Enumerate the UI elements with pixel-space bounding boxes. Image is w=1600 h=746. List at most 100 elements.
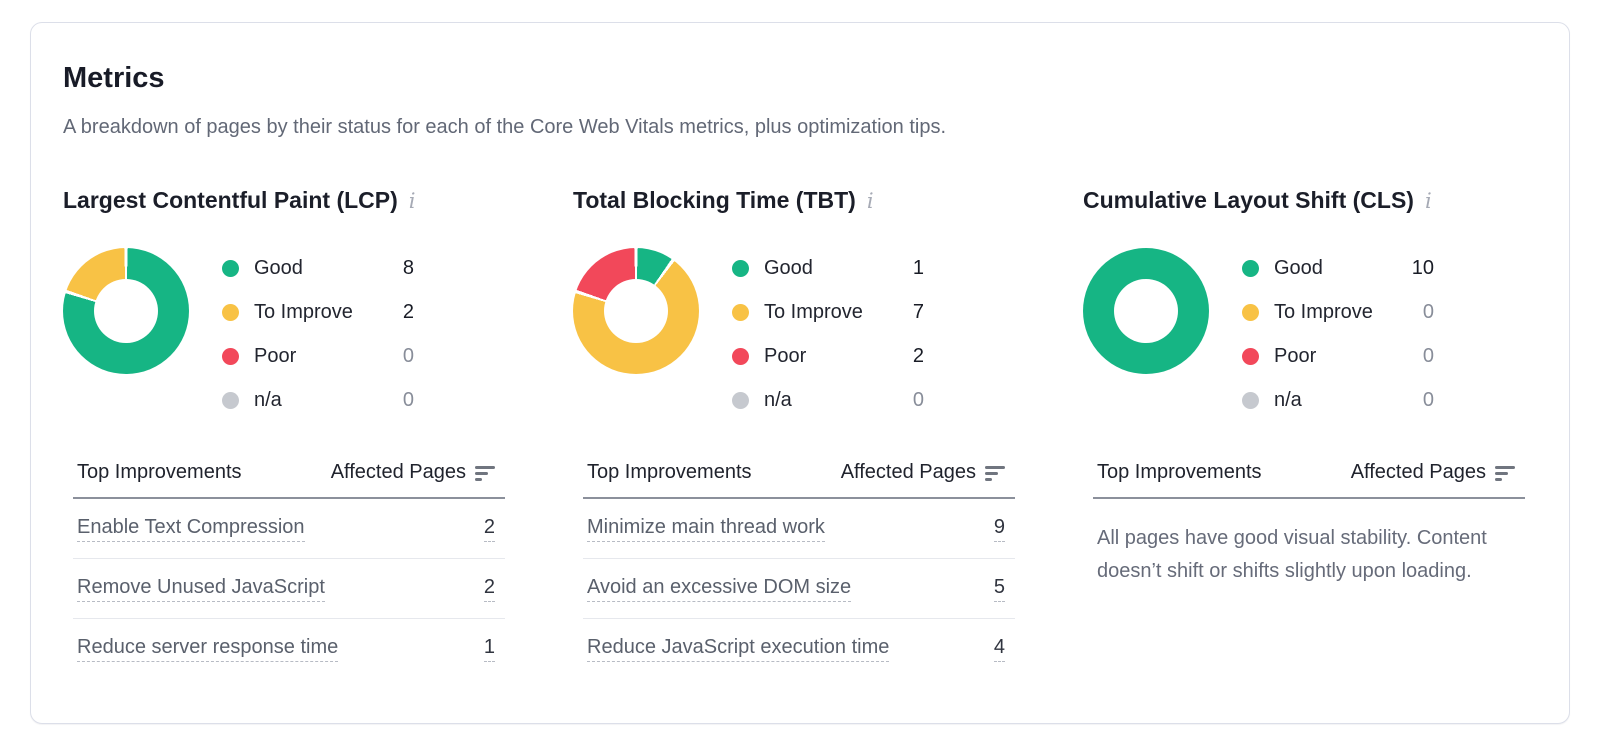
- legend-label: To Improve: [1274, 300, 1373, 323]
- legend-row: To Improve 2: [222, 290, 414, 334]
- legend-row: n/a 0: [222, 378, 414, 422]
- metric-title-lcp: Largest Contentful Paint (LCP): [63, 187, 398, 213]
- chart-row: Good 1 To Improve 7 Poor 2: [573, 246, 1027, 422]
- legend-row: Good 10: [1242, 246, 1434, 290]
- metrics-grid: Largest Contentful Paint (LCP) i Good 8 …: [63, 186, 1537, 679]
- affected-pages-count[interactable]: 1: [483, 636, 495, 662]
- donut-hole: [94, 279, 158, 343]
- lcp-donut-chart: [63, 248, 189, 374]
- improvements-table-cls: Top Improvements Affected Pages All page…: [1093, 455, 1525, 588]
- sort-icon[interactable]: [985, 465, 1005, 481]
- legend-value: 0: [402, 344, 414, 367]
- column-header-improvements: Top Improvements: [587, 461, 752, 483]
- legend-row: n/a 0: [1242, 378, 1434, 422]
- metric-column-tbt: Total Blocking Time (TBT) i Good 1 To Im…: [573, 186, 1027, 679]
- affected-pages-count[interactable]: 2: [483, 576, 495, 602]
- legend-value: 0: [912, 388, 924, 411]
- legend-value: 0: [1422, 300, 1434, 323]
- legend-label: Poor: [254, 344, 297, 367]
- improvements-table-tbt: Top Improvements Affected Pages Minimize…: [583, 455, 1015, 679]
- improvement-link[interactable]: Minimize main thread work: [587, 516, 825, 542]
- legend-value: 0: [1422, 344, 1434, 367]
- metrics-card: Metrics A breakdown of pages by their st…: [30, 22, 1570, 724]
- column-header-affected-pages[interactable]: Affected Pages: [331, 461, 495, 484]
- sort-icon[interactable]: [1495, 465, 1515, 481]
- column-header-affected-pages[interactable]: Affected Pages: [841, 461, 1005, 484]
- chart-row: Good 8 To Improve 2 Poor 0: [63, 246, 517, 422]
- legend-row: Good 1: [732, 246, 924, 290]
- legend-value: 8: [402, 256, 414, 279]
- info-icon[interactable]: i: [1424, 188, 1432, 213]
- metric-title-row: Largest Contentful Paint (LCP) i: [63, 186, 517, 214]
- legend-dot-good: [222, 259, 239, 277]
- legend-dot-to-improve: [1242, 303, 1259, 321]
- table-row: Enable Text Compression 2: [73, 499, 505, 559]
- table-row: Minimize main thread work 9: [583, 499, 1015, 559]
- legend-dot-na: [732, 391, 749, 409]
- improvement-link[interactable]: Remove Unused JavaScript: [77, 576, 325, 602]
- donut-hole: [604, 279, 668, 343]
- affected-pages-count[interactable]: 5: [993, 576, 1005, 602]
- metric-column-cls: Cumulative Layout Shift (CLS) i Good 10 …: [1083, 186, 1537, 679]
- legend-label: To Improve: [254, 300, 353, 323]
- legend-value: 0: [402, 388, 414, 411]
- legend-label: Good: [1274, 256, 1323, 279]
- info-icon[interactable]: i: [866, 188, 874, 213]
- legend-dot-good: [1242, 259, 1259, 277]
- metric-column-lcp: Largest Contentful Paint (LCP) i Good 8 …: [63, 186, 517, 679]
- legend-dot-to-improve: [732, 303, 749, 321]
- improvement-link[interactable]: Avoid an excessive DOM size: [587, 576, 852, 602]
- chart-legend: Good 10 To Improve 0 Poor 0: [1242, 246, 1434, 422]
- metric-title-row: Total Blocking Time (TBT) i: [573, 186, 1027, 214]
- legend-value: 2: [912, 344, 924, 367]
- improvements-table-lcp: Top Improvements Affected Pages Enable T…: [73, 455, 505, 679]
- legend-row: Poor 0: [222, 334, 414, 378]
- table-header: Top Improvements Affected Pages: [583, 455, 1015, 499]
- legend-value: 0: [1422, 388, 1434, 411]
- legend-row: Poor 0: [1242, 334, 1434, 378]
- improvement-link[interactable]: Reduce JavaScript execution time: [587, 636, 890, 662]
- legend-label: n/a: [1274, 388, 1302, 411]
- cls-empty-message: All pages have good visual stability. Co…: [1097, 527, 1487, 582]
- table-header: Top Improvements Affected Pages: [73, 455, 505, 499]
- affected-pages-count[interactable]: 4: [993, 636, 1005, 662]
- tbt-donut-chart: [573, 248, 699, 374]
- chart-legend: Good 8 To Improve 2 Poor 0: [222, 246, 414, 422]
- legend-row: To Improve 7: [732, 290, 924, 334]
- legend-value: 10: [1411, 256, 1434, 279]
- metric-title-cls: Cumulative Layout Shift (CLS): [1083, 187, 1414, 213]
- chart-row: Good 10 To Improve 0 Poor 0: [1083, 246, 1537, 422]
- column-header-improvements: Top Improvements: [1097, 461, 1262, 483]
- legend-label: n/a: [764, 388, 792, 411]
- chart-legend: Good 1 To Improve 7 Poor 2: [732, 246, 924, 422]
- legend-label: To Improve: [764, 300, 863, 323]
- legend-dot-good: [732, 259, 749, 277]
- legend-dot-poor: [222, 347, 239, 365]
- improvement-link[interactable]: Enable Text Compression: [77, 516, 305, 542]
- legend-label: Good: [764, 256, 813, 279]
- sort-icon[interactable]: [475, 465, 495, 481]
- table-row: Reduce server response time 1: [73, 619, 505, 679]
- page-title: Metrics: [63, 62, 165, 94]
- legend-value: 7: [912, 300, 924, 323]
- column-header-affected-pages[interactable]: Affected Pages: [1351, 461, 1515, 484]
- legend-row: Good 8: [222, 246, 414, 290]
- legend-dot-to-improve: [222, 303, 239, 321]
- table-row: Avoid an excessive DOM size 5: [583, 559, 1015, 619]
- legend-dot-poor: [732, 347, 749, 365]
- legend-row: n/a 0: [732, 378, 924, 422]
- legend-dot-na: [222, 391, 239, 409]
- affected-pages-count[interactable]: 9: [993, 516, 1005, 542]
- legend-label: Good: [254, 256, 303, 279]
- legend-label: Poor: [764, 344, 807, 367]
- improvement-link[interactable]: Reduce server response time: [77, 636, 339, 662]
- legend-value: 2: [402, 300, 414, 323]
- table-row: Reduce JavaScript execution time 4: [583, 619, 1015, 679]
- info-icon[interactable]: i: [408, 188, 416, 213]
- cls-donut-chart: [1083, 248, 1209, 374]
- legend-dot-na: [1242, 391, 1259, 409]
- legend-value: 1: [912, 256, 924, 279]
- column-header-improvements: Top Improvements: [77, 461, 242, 483]
- legend-label: n/a: [254, 388, 282, 411]
- affected-pages-count[interactable]: 2: [483, 516, 495, 542]
